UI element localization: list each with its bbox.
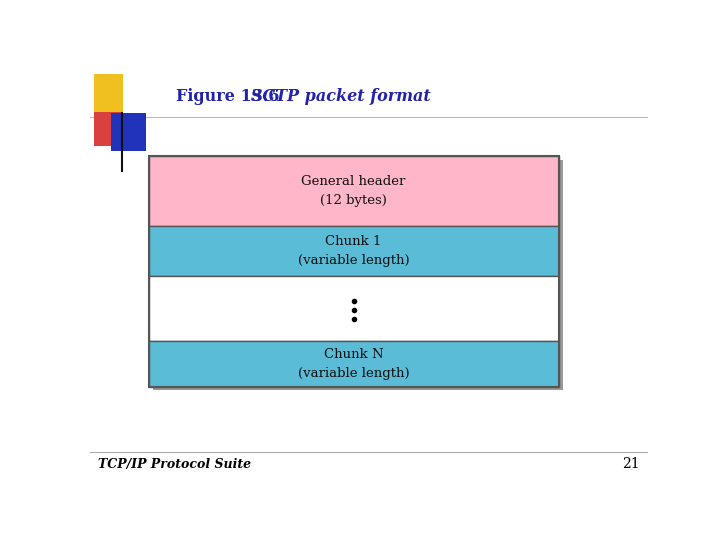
Text: Chunk 1: Chunk 1 [325, 235, 382, 248]
Bar [148, 156, 559, 226]
Bar [111, 113, 145, 151]
Bar [94, 112, 121, 146]
Bar [94, 75, 124, 113]
Bar [148, 341, 559, 387]
Text: (variable length): (variable length) [298, 254, 410, 267]
Text: TCP/IP Protocol Suite: TCP/IP Protocol Suite [99, 458, 251, 471]
Bar [148, 276, 559, 341]
Text: General header: General header [302, 176, 406, 188]
Bar [148, 226, 559, 276]
Text: Chunk N: Chunk N [324, 348, 384, 361]
Text: 21: 21 [622, 457, 639, 471]
Text: (variable length): (variable length) [298, 367, 410, 380]
Text: SCTP packet format: SCTP packet format [234, 87, 431, 105]
Bar [148, 156, 559, 387]
Text: (12 bytes): (12 bytes) [320, 193, 387, 206]
Bar [153, 160, 563, 390]
Text: Figure 13.6: Figure 13.6 [176, 87, 280, 105]
